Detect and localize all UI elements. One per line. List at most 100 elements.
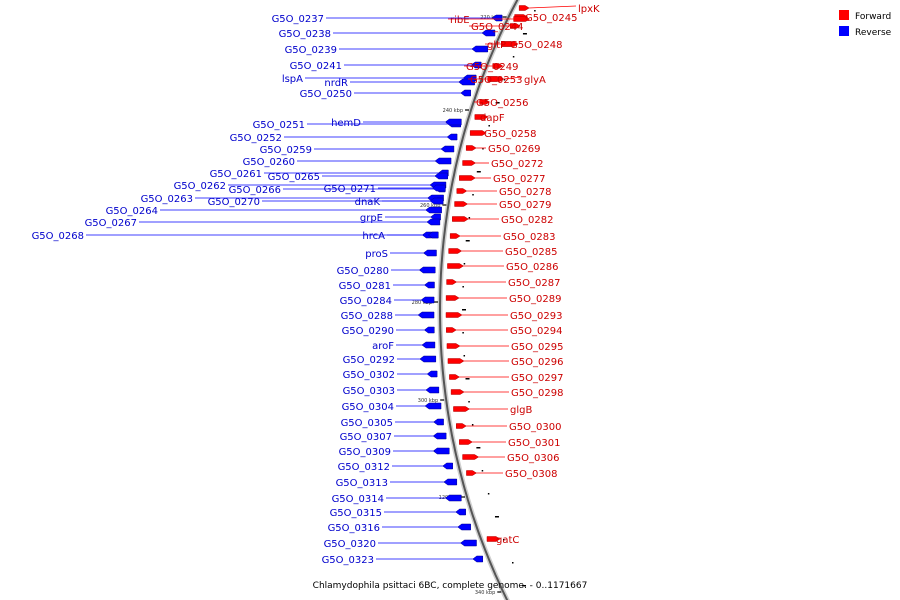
- reverse-gene-label: G5O_0237: [272, 14, 324, 25]
- forward-gene-feature: [446, 279, 458, 285]
- reverse-gene-label: G5O_0304: [342, 402, 394, 413]
- forward-gene-label: G5O_0244: [471, 22, 523, 33]
- reverse-gene-label: dnaK: [355, 197, 381, 208]
- reverse-gene-feature: [460, 539, 477, 547]
- reverse-gene-label: G5O_0320: [324, 539, 376, 550]
- forward-gene-label: G5O_0282: [501, 215, 553, 226]
- track-mark: [476, 447, 481, 449]
- forward-gene-feature: [453, 406, 470, 412]
- reverse-gene-label: G5O_0265: [268, 172, 320, 183]
- reverse-gene-feature: [421, 341, 436, 349]
- reverse-gene-feature: [425, 386, 440, 394]
- reverse-gene-label: G5O_0241: [290, 61, 342, 72]
- forward-gene-label: G5O_0286: [506, 262, 558, 273]
- reverse-gene-feature: [460, 89, 471, 97]
- forward-gene-label: ribE: [450, 15, 470, 26]
- reverse-gene-feature: [472, 555, 484, 563]
- forward-gene-label: G5O_0308: [505, 469, 557, 480]
- reverse-gene-label: G5O_0323: [322, 555, 374, 566]
- reverse-gene-label: hemD: [331, 118, 361, 129]
- reverse-gene-feature: [426, 218, 441, 226]
- genome-backbone: [437, 0, 521, 600]
- forward-gene-feature: [445, 312, 463, 318]
- forward-gene-leader: [529, 5, 577, 9]
- reverse-gene-label: G5O_0280: [337, 266, 389, 277]
- reverse-gene-label: G5O_0288: [341, 311, 393, 322]
- track-mark: [462, 309, 467, 311]
- forward-gene-label: glyA: [524, 75, 546, 86]
- forward-gene-feature: [459, 439, 473, 445]
- forward-gene-feature: [469, 130, 487, 136]
- reverse-gene-label: lspA: [282, 74, 303, 85]
- forward-gene-feature: [454, 201, 469, 207]
- reverse-gene-label: G5O_0312: [338, 462, 390, 473]
- reverse-gene-label: G5O_0281: [339, 281, 391, 292]
- tick-label: 260 kbp: [420, 203, 440, 209]
- track-mark: [476, 171, 481, 173]
- reverse-gene-label: G5O_0316: [328, 523, 380, 534]
- reverse-gene-feature: [458, 78, 475, 86]
- track-mark: [512, 562, 514, 564]
- forward-gene-label: G5O_0245: [525, 13, 577, 24]
- forward-gene-feature: [450, 389, 465, 395]
- forward-gene-label: gatC: [496, 535, 519, 546]
- reverse-gene-label: G5O_0309: [339, 447, 391, 458]
- legend-swatch-reverse: [839, 26, 849, 36]
- reverse-gene-label: G5O_0263: [141, 194, 193, 205]
- reverse-gene-label: G5O_0305: [341, 418, 393, 429]
- forward-gene-leader: [503, 76, 523, 80]
- track-mark: [482, 148, 484, 150]
- reverse-gene-label: G5O_0302: [343, 370, 395, 381]
- reverse-gene-feature: [444, 118, 462, 126]
- reverse-gene-label: G5O_0239: [285, 45, 337, 56]
- track-mark: [534, 10, 536, 12]
- track-mark: [488, 125, 490, 127]
- reverse-gene-feature: [457, 523, 471, 531]
- forward-gene-label: G5O_0272: [491, 159, 543, 170]
- forward-gene-feature: [446, 327, 457, 333]
- reverse-gene-label: G5O_0252: [230, 133, 282, 144]
- forward-gene-feature: [448, 248, 463, 254]
- reverse-gene-label: G5O_0284: [340, 296, 392, 307]
- reverse-gene-label: grpE: [360, 213, 383, 224]
- reverse-gene-feature: [434, 157, 452, 165]
- reverse-gene-label: G5O_0270: [208, 197, 260, 208]
- reverse-gene-feature: [418, 266, 436, 274]
- forward-gene-label: G5O_0293: [510, 311, 562, 322]
- track-mark: [487, 493, 490, 495]
- reverse-gene-label: G5O_0261: [210, 169, 262, 180]
- reverse-gene-feature: [430, 213, 441, 221]
- reverse-gene-label: G5O_0260: [243, 157, 295, 168]
- reverse-gene-label: hrcA: [362, 231, 385, 242]
- legend-swatch-forward: [839, 10, 849, 20]
- reverse-gene-feature: [440, 145, 455, 153]
- reverse-gene-feature: [432, 432, 447, 440]
- reverse-gene-feature: [443, 478, 458, 486]
- forward-gene-label: G5O_0248: [510, 40, 562, 51]
- forward-gene-feature: [459, 175, 476, 181]
- reverse-gene-feature: [491, 14, 503, 22]
- map-title: Chlamydophila psittaci 6BC, complete gen…: [313, 581, 588, 591]
- reverse-gene-feature: [423, 326, 435, 334]
- reverse-gene-label: G5O_0266: [229, 185, 281, 196]
- forward-gene-label: G5O_0298: [511, 388, 563, 399]
- reverse-gene-label: proS: [365, 249, 388, 260]
- forward-gene-feature: [446, 343, 461, 349]
- forward-gene-label: G5O_0258: [484, 129, 536, 140]
- forward-gene-label: G5O_0269: [488, 144, 540, 155]
- reverse-gene-feature: [423, 249, 437, 257]
- tick-label: 280 kbp: [412, 300, 432, 306]
- reverse-gene-label: G5O_0262: [174, 181, 226, 192]
- reverse-gene-feature: [434, 172, 448, 180]
- reverse-gene-feature: [470, 61, 482, 69]
- forward-gene-label: G5O_0287: [508, 278, 560, 289]
- reverse-gene-label: nrdR: [324, 78, 348, 89]
- forward-gene-label: G5O_0277: [493, 174, 545, 185]
- forward-gene-label: G5O_0253: [470, 75, 522, 86]
- forward-gene-label: G5O_0301: [508, 438, 560, 449]
- track-mark: [503, 539, 505, 541]
- reverse-gene-feature: [424, 281, 435, 289]
- forward-gene-feature: [486, 536, 501, 542]
- forward-gene-label: G5O_0300: [509, 422, 561, 433]
- reverse-gene-label: G5O_0259: [260, 145, 312, 156]
